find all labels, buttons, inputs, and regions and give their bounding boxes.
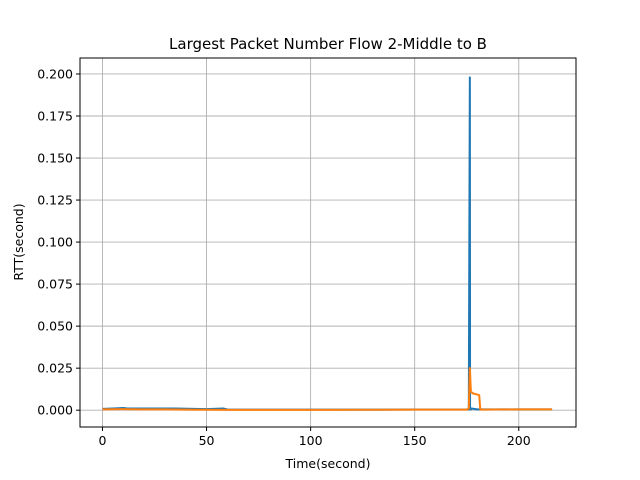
y-axis-ticks: 0.000 0.025 0.050 0.075 0.100 0.125 0.150 0.175… (37, 66, 80, 418)
grid-lines (80, 58, 576, 427)
series-line-2 (102, 367, 553, 411)
x-tick-label: 100 (299, 433, 323, 448)
y-tick-label: 0.200 (37, 66, 73, 81)
y-tick-label: 0.100 (37, 235, 73, 250)
x-tick-label: 0 (99, 433, 107, 448)
y-tick-label: 0.075 (37, 277, 73, 292)
x-axis-label: Time(second) (285, 456, 371, 471)
x-tick-label: 50 (199, 433, 215, 448)
data-series (102, 76, 553, 411)
x-tick-label: 200 (507, 433, 531, 448)
y-tick-label: 0.050 (37, 319, 73, 334)
y-axis-label: RTT(second) (11, 203, 26, 280)
chart-title: Largest Packet Number Flow 2-Middle to B (169, 35, 487, 53)
series-line-1 (102, 76, 553, 411)
x-tick-label: 150 (403, 433, 427, 448)
y-tick-label: 0.000 (37, 403, 73, 418)
y-tick-label: 0.175 (37, 108, 73, 123)
x-axis-ticks: 0 50 100 150 200 (99, 427, 531, 448)
y-tick-label: 0.025 (37, 361, 73, 376)
y-tick-label: 0.125 (37, 193, 73, 208)
y-tick-label: 0.150 (37, 151, 73, 166)
